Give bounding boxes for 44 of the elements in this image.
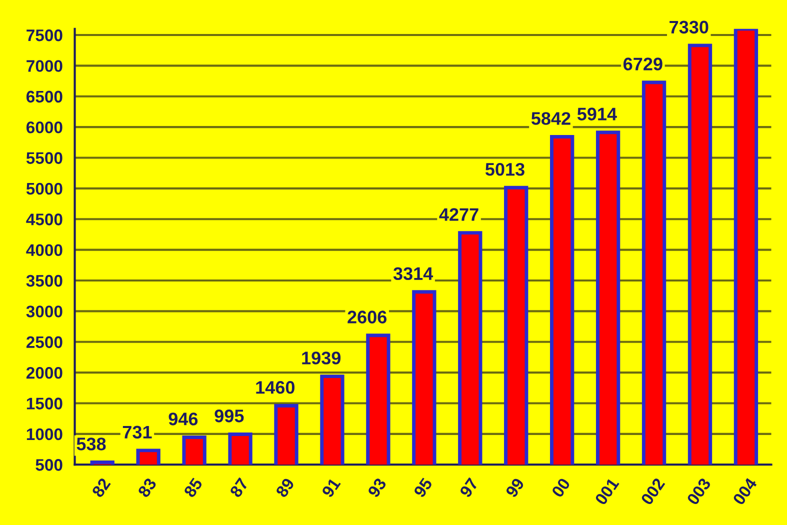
x-tick-label: 87	[229, 477, 249, 498]
data-label: 1939	[302, 352, 341, 364]
x-tick-label: 004	[732, 476, 758, 506]
data-label: 5013	[485, 162, 524, 176]
y-tick-label: 1500	[26, 398, 62, 410]
y-tick-label: 7000	[26, 60, 62, 72]
y-tick-label: 6500	[26, 90, 62, 103]
data-label: 3314	[393, 267, 434, 280]
y-tick-label: 4000	[26, 244, 62, 256]
y-tick-label: 3000	[26, 306, 62, 318]
data-label: 995	[214, 410, 244, 422]
y-tick-label: 2000	[26, 366, 62, 379]
y-tick-label: 500	[36, 459, 62, 471]
x-tick-label: 002	[640, 477, 666, 506]
x-tick-label: 82	[91, 477, 111, 498]
data-label: 946	[168, 412, 198, 426]
y-tick-label: 5500	[26, 152, 62, 164]
y-tick-label: 1000	[26, 428, 62, 440]
data-label: 5914	[577, 108, 617, 120]
data-label: 731	[122, 426, 152, 439]
y-tick-label: 7500	[26, 29, 62, 42]
x-tick-label: 00	[551, 477, 571, 498]
x-tick-label: 95	[413, 477, 433, 498]
data-label: 4277	[439, 208, 478, 221]
x-tick-label: 97	[459, 477, 479, 498]
data-label: 7330	[670, 20, 708, 34]
x-tick-label: 85	[183, 477, 204, 498]
data-label: 2606	[348, 310, 387, 324]
x-tick-label: 89	[275, 477, 295, 498]
x-tick-label: 003	[686, 477, 712, 506]
data-label: 1460	[256, 381, 294, 394]
y-tick-label: 4500	[26, 214, 62, 226]
x-tick-label: 91	[321, 477, 341, 498]
data-label: 6729	[623, 58, 662, 70]
x-tick-label: 93	[367, 477, 387, 498]
x-tick-label: 83	[137, 477, 157, 498]
y-tick-label: 3500	[26, 274, 62, 287]
y-tick-label: 6000	[26, 121, 62, 134]
y-tick-label: 5000	[26, 182, 62, 195]
x-tick-label: 99	[505, 477, 525, 498]
y-tick-label: 2500	[26, 336, 62, 348]
data-label: 538	[76, 438, 106, 450]
x-tick-label: 001	[594, 477, 620, 506]
data-label: 5842	[531, 112, 570, 125]
